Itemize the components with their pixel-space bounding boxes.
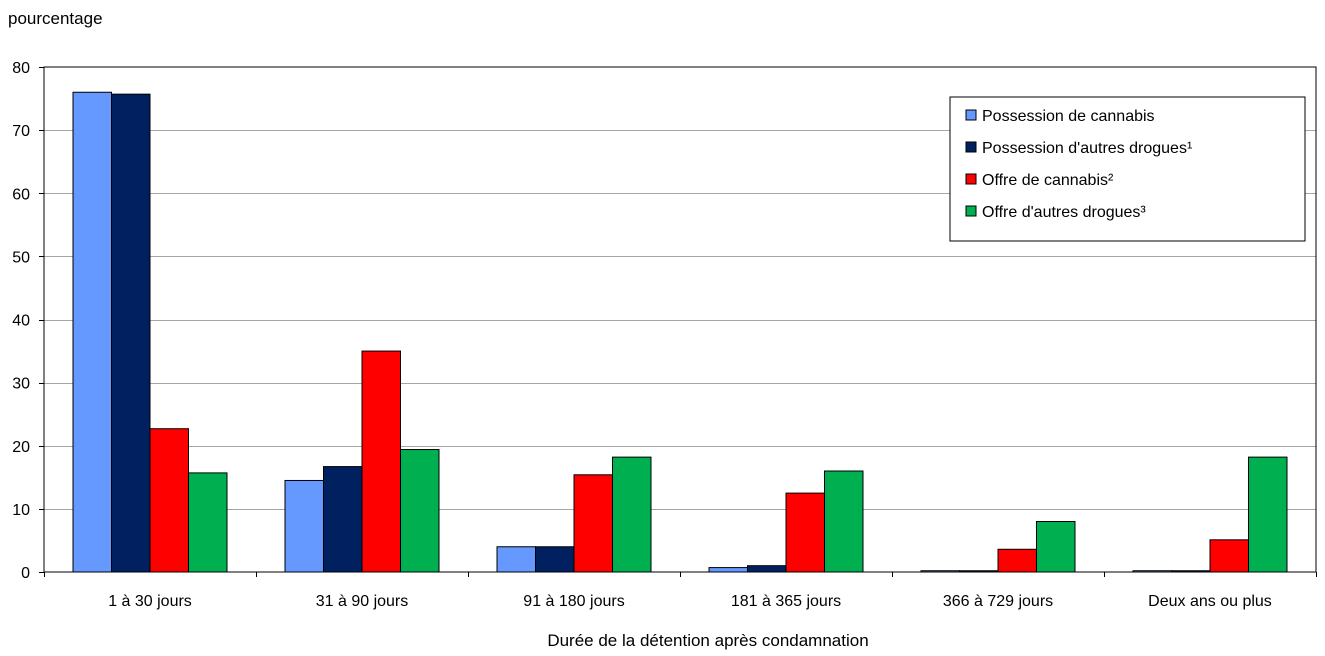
bar [708,567,748,573]
legend-box [949,96,1306,242]
bar [323,466,363,573]
legend: Possession de cannabis Possession d'autre… [949,96,1306,242]
bar [535,546,575,573]
y-tick-label: 60 [12,186,30,203]
bar [573,474,613,573]
y-tick-label: 50 [12,249,30,266]
x-tick-label: Deux ans ou plus [1148,593,1272,610]
bar [149,428,189,573]
y-axis-label: pourcentage [8,9,103,28]
bar [785,492,825,573]
bar [361,350,401,573]
bar [1248,456,1288,573]
y-tick-label: 30 [12,376,30,393]
x-axis-label: Durée de la détention après condamnation [547,631,868,650]
legend-swatch [965,141,977,153]
y-tick-label: 10 [12,502,30,519]
x-tick-label: 181 à 365 jours [731,593,841,610]
bar [284,479,324,573]
bar [1209,539,1249,573]
bar [400,449,440,573]
y-tick-label: 70 [12,123,30,140]
x-tick-label: 91 à 180 jours [523,593,624,610]
y-tick-label: 0 [21,565,30,582]
bar [111,93,151,573]
bar [747,565,787,573]
gridlines [44,130,1316,510]
bar [612,456,652,573]
legend-label: Offre d'autres drogues³ [982,204,1146,221]
bar [1036,521,1076,573]
bar [188,472,228,573]
x-tick-labels: 1 à 30 jours 31 à 90 jours 91 à 180 jours 1… [44,572,1317,610]
bar [997,548,1037,573]
y-tick-label: 40 [12,313,30,330]
legend-swatch [965,173,977,185]
bars [72,91,1288,573]
x-tick-label: 366 à 729 jours [943,593,1053,610]
bar [824,470,864,573]
legend-label: Possession de cannabis [982,108,1155,125]
x-tick-label: 31 à 90 jours [316,593,409,610]
y-tick-label: 80 [12,60,30,77]
legend-label: Possession d'autres drogues¹ [982,140,1192,157]
bar [496,546,536,573]
bar [72,91,112,573]
y-tick-label: 20 [12,439,30,456]
legend-swatch [965,205,977,217]
x-tick-label: 1 à 30 jours [108,593,192,610]
legend-label: Offre de cannabis² [982,172,1114,189]
legend-swatch [965,109,977,121]
y-tick-labels: 0 10 20 30 40 50 60 70 80 [12,60,44,582]
